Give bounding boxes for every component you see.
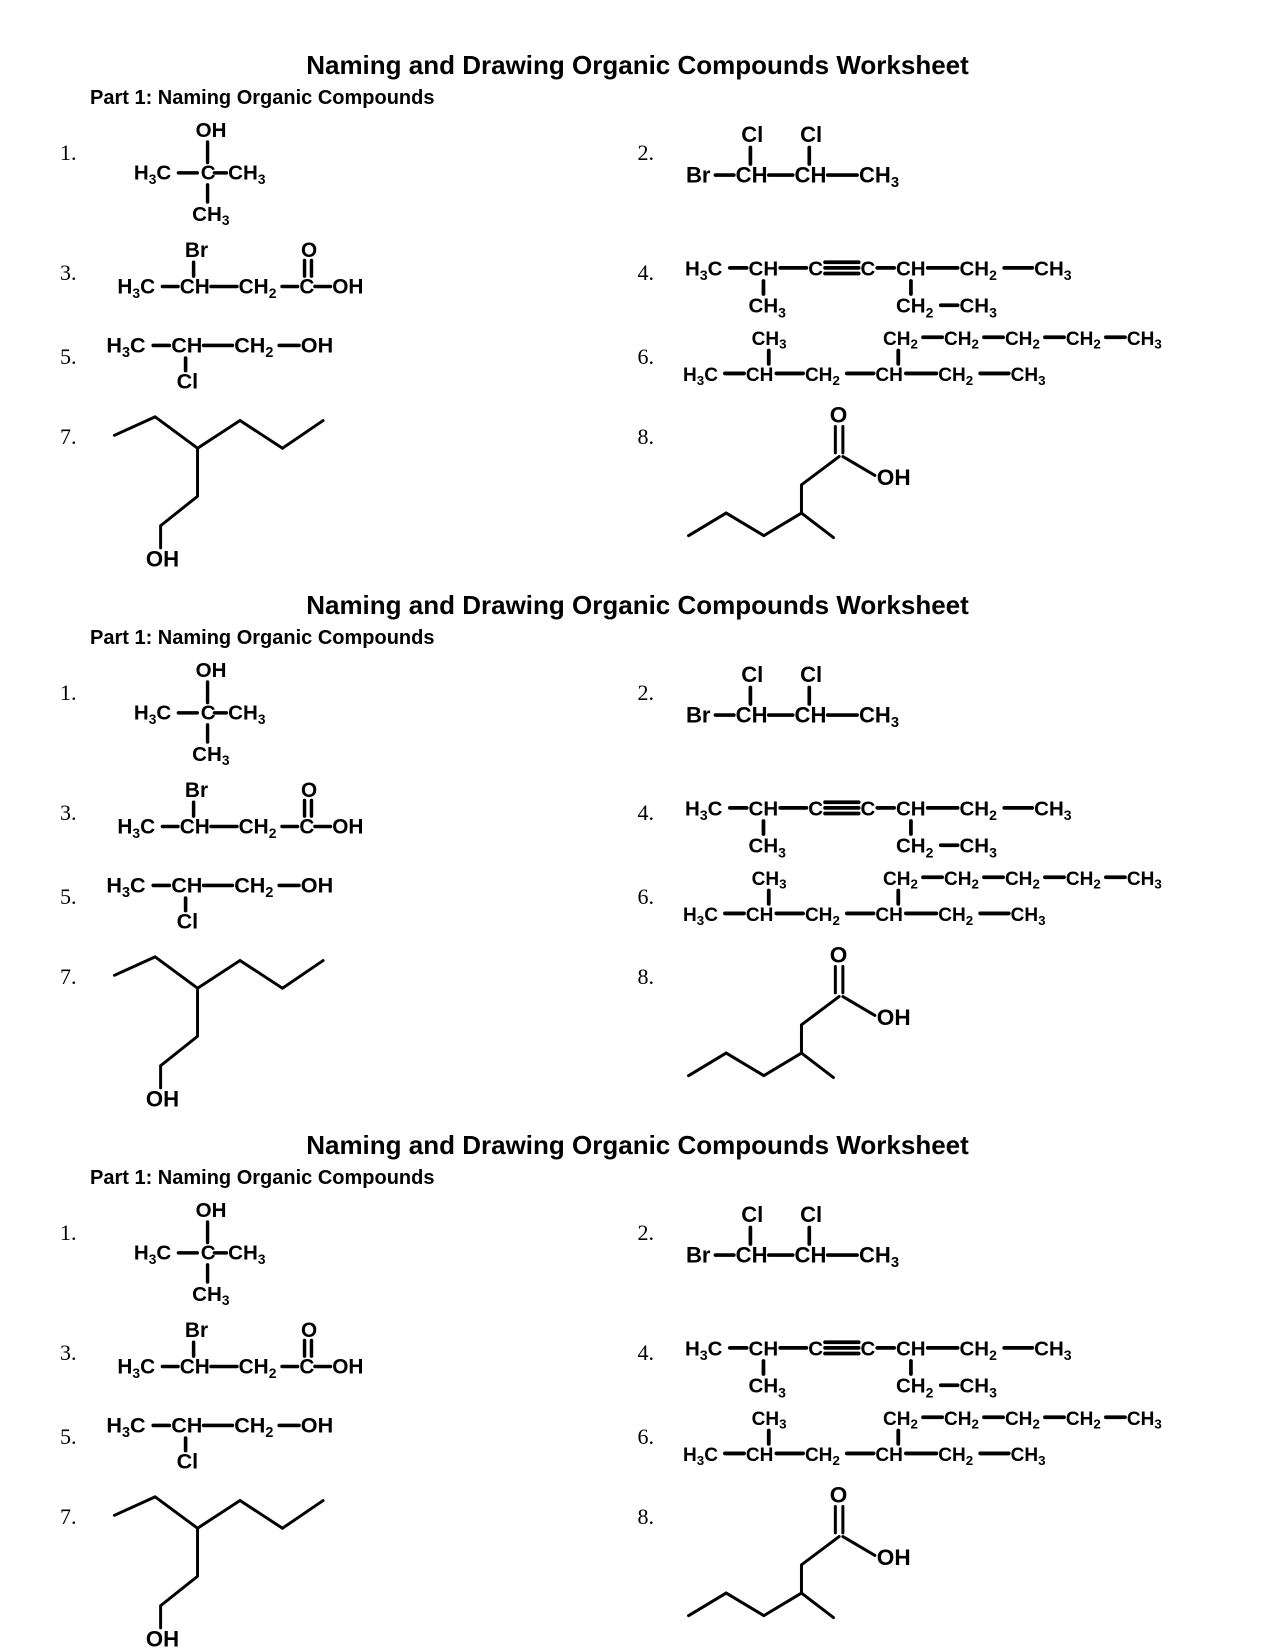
problem-row: 7. 8. <box>60 402 1215 572</box>
problem-number: 3. <box>60 238 96 286</box>
problem-number: 8. <box>638 402 674 450</box>
problem-number: 1. <box>60 1198 96 1246</box>
worksheet-subtitle: Part 1: Naming Organic Compounds <box>90 1167 1215 1190</box>
problem-row: 3. 4. <box>60 238 1215 322</box>
problem-number: 1. <box>60 658 96 706</box>
problem-row: 5. 6. <box>60 322 1215 402</box>
problem-number: 5. <box>60 862 96 910</box>
problem-number: 4. <box>638 778 674 826</box>
worksheet-title: Naming and Drawing Organic Compounds Wor… <box>60 590 1215 621</box>
problem-number: 6. <box>638 322 674 370</box>
compound-4 <box>674 238 1216 322</box>
problem-row: 1. 2. <box>60 118 1215 238</box>
problem-number: 6. <box>638 862 674 910</box>
compound-1 <box>96 118 638 238</box>
compound-3 <box>96 238 638 316</box>
compound-1 <box>96 658 638 778</box>
problem-number: 7. <box>60 402 96 450</box>
compound-6 <box>674 1402 1216 1482</box>
worksheet-page: Naming and Drawing Organic Compounds Wor… <box>0 0 1275 1650</box>
problem-number: 8. <box>638 1482 674 1530</box>
problem-number: 4. <box>638 1318 674 1366</box>
compound-3 <box>96 778 638 856</box>
problem-number: 5. <box>60 322 96 370</box>
problem-number: 6. <box>638 1402 674 1450</box>
worksheet-subtitle: Part 1: Naming Organic Compounds <box>90 627 1215 650</box>
compound-7 <box>96 1482 638 1652</box>
compound-7 <box>96 942 638 1112</box>
compound-5 <box>96 1402 638 1474</box>
problem-number: 8. <box>638 942 674 990</box>
compound-4 <box>674 778 1216 862</box>
problem-number: 4. <box>638 238 674 286</box>
compound-8 <box>674 1482 1216 1642</box>
problem-number: 2. <box>638 1198 674 1246</box>
compound-8 <box>674 942 1216 1102</box>
compound-8 <box>674 402 1216 562</box>
worksheet-subtitle: Part 1: Naming Organic Compounds <box>90 87 1215 110</box>
compound-4 <box>674 1318 1216 1402</box>
compound-6 <box>674 862 1216 942</box>
compound-5 <box>96 862 638 934</box>
compound-2 <box>674 1198 1216 1290</box>
compound-2 <box>674 658 1216 750</box>
compound-3 <box>96 1318 638 1396</box>
problem-number: 3. <box>60 778 96 826</box>
problem-number: 7. <box>60 1482 96 1530</box>
problem-number: 2. <box>638 658 674 706</box>
worksheet-block: Naming and Drawing Organic Compounds Wor… <box>60 1130 1215 1652</box>
worksheet-title: Naming and Drawing Organic Compounds Wor… <box>60 1130 1215 1161</box>
compound-5 <box>96 322 638 394</box>
worksheet-block: Naming and Drawing Organic Compounds Wor… <box>60 50 1215 572</box>
compound-7 <box>96 402 638 572</box>
problem-number: 3. <box>60 1318 96 1366</box>
compound-1 <box>96 1198 638 1318</box>
compound-6 <box>674 322 1216 402</box>
problem-number: 5. <box>60 1402 96 1450</box>
problem-number: 7. <box>60 942 96 990</box>
worksheet-block: Naming and Drawing Organic Compounds Wor… <box>60 590 1215 1112</box>
compound-2 <box>674 118 1216 210</box>
problem-number: 1. <box>60 118 96 166</box>
problem-number: 2. <box>638 118 674 166</box>
worksheet-title: Naming and Drawing Organic Compounds Wor… <box>60 50 1215 81</box>
